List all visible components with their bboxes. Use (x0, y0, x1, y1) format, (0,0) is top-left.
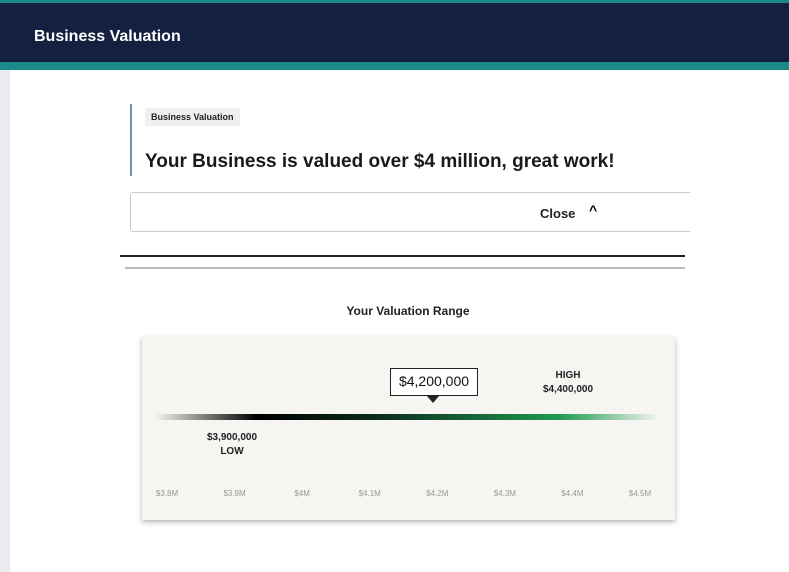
axis-label: $4M (294, 489, 310, 498)
axis-label: $4.1M (358, 489, 381, 498)
range-card (142, 337, 675, 520)
axis-label: $4.4M (561, 489, 584, 498)
high-value: $4,400,000 (542, 384, 594, 395)
caret-icon[interactable]: ^ (589, 202, 598, 218)
side-strip (0, 70, 10, 572)
range-bar (155, 414, 660, 420)
low-label: LOW (220, 446, 244, 457)
header-title: Business Valuation (34, 28, 181, 45)
axis-label: $3.9M (223, 489, 246, 498)
value-callout: $4,200,000 (390, 368, 478, 396)
low-value: $3,900,000 (206, 432, 258, 443)
axis-label: $4.3M (493, 489, 516, 498)
header-stripe (0, 62, 789, 70)
header-bar (0, 0, 789, 62)
divider (125, 267, 685, 269)
heading: Your Business is valued over $4 million,… (145, 151, 615, 172)
accent-line (130, 104, 132, 176)
divider (120, 255, 685, 257)
close-label[interactable]: Close (540, 206, 576, 221)
callout-pointer (427, 396, 439, 403)
axis-label: $4.2M (426, 489, 449, 498)
axis-label: $3.8M (155, 489, 179, 498)
tag: Business Valuation (145, 108, 240, 126)
axis-label: $4.5M (628, 489, 652, 498)
range-title: Your Valuation Range (346, 304, 470, 318)
close-button[interactable] (130, 192, 690, 232)
high-label: HIGH (555, 370, 581, 381)
